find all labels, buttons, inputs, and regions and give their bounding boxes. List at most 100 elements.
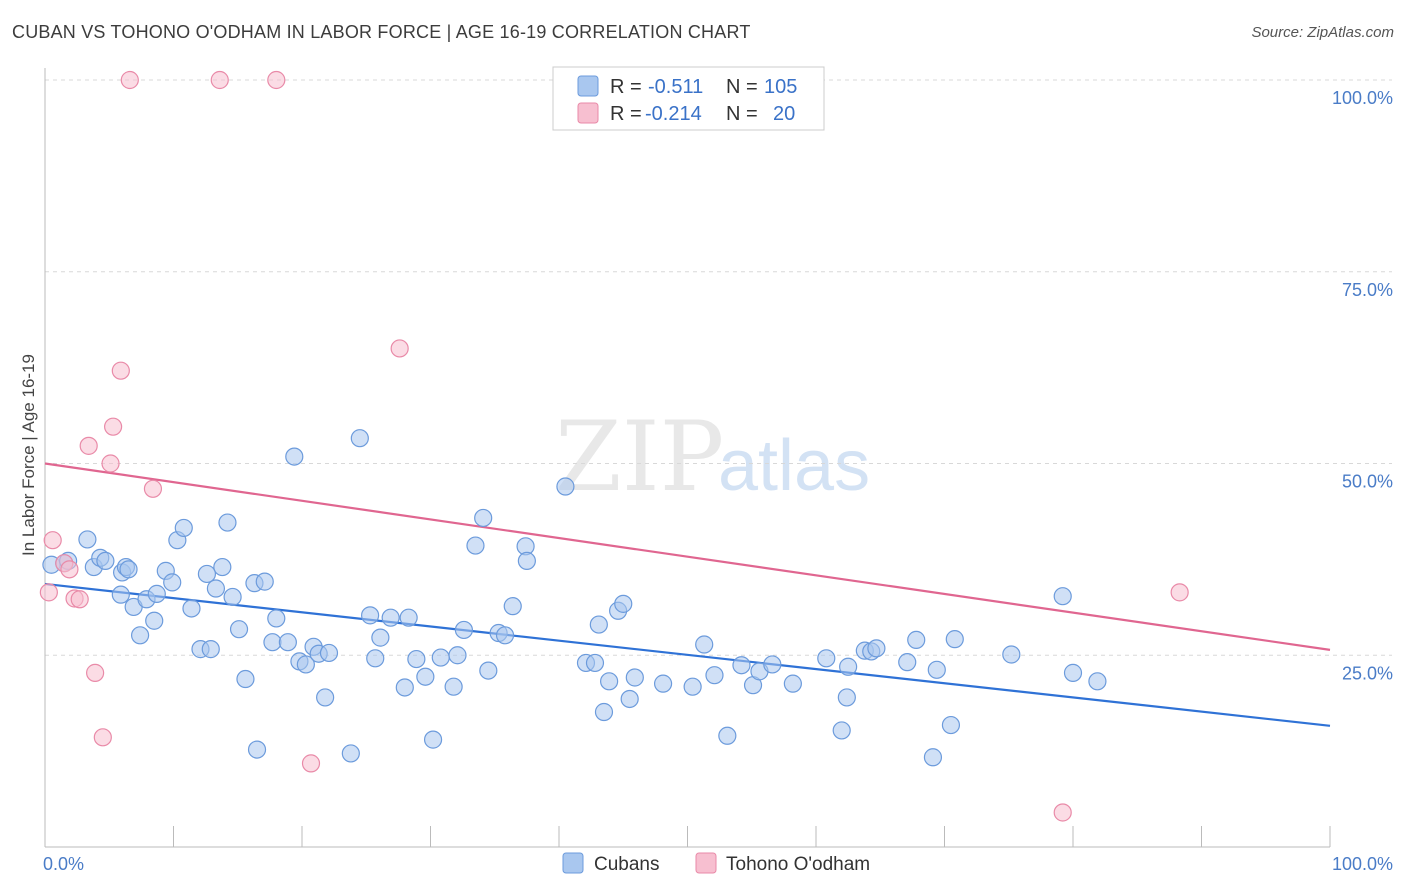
y-tick-label-2: 75.0% bbox=[1342, 280, 1393, 300]
cuban-point-44 bbox=[350, 429, 369, 448]
cuban-point-74 bbox=[620, 689, 639, 709]
cuban-trend-line bbox=[44, 582, 1331, 727]
cuban-point-41 bbox=[316, 688, 335, 707]
legend-swatch-tohono bbox=[577, 102, 599, 124]
series-legend-swatch-tohono bbox=[695, 852, 717, 874]
cuban-point-23 bbox=[201, 640, 220, 659]
cuban-point-53 bbox=[423, 730, 443, 749]
cuban-point-42 bbox=[319, 643, 339, 663]
cuban-point-97 bbox=[941, 715, 961, 735]
cuban-point-101 bbox=[1063, 663, 1083, 682]
legend-swatch-cubans bbox=[577, 75, 599, 97]
gridlines bbox=[45, 79, 1392, 656]
watermark-atlas: atlas bbox=[718, 426, 870, 506]
tohono-point-9 bbox=[101, 454, 120, 473]
cuban-point-43 bbox=[341, 744, 360, 763]
cuban-point-32 bbox=[255, 572, 274, 591]
legend-n-label-2: N = bbox=[726, 103, 758, 125]
tohono-point-5 bbox=[70, 590, 89, 609]
legend-r-label-1: R = bbox=[610, 76, 642, 98]
cuban-point-54 bbox=[431, 648, 450, 667]
cuban-point-86 bbox=[817, 649, 836, 668]
tohono-point-8 bbox=[93, 728, 112, 747]
cuban-point-58 bbox=[466, 536, 485, 555]
cuban-point-38 bbox=[296, 655, 315, 674]
cuban-point-102 bbox=[1088, 672, 1107, 691]
tohono-point-3 bbox=[60, 560, 79, 579]
cuban-point-99 bbox=[1002, 645, 1021, 664]
cuban-point-88 bbox=[837, 688, 856, 707]
cuban-point-33 bbox=[263, 633, 282, 652]
cuban-point-31 bbox=[247, 740, 267, 759]
tohono-point-14 bbox=[210, 70, 229, 90]
y-tick-label-0: 25.0% bbox=[1342, 663, 1393, 683]
x-tick-label-1: 100.0% bbox=[1332, 854, 1393, 874]
cuban-point-17 bbox=[163, 573, 182, 592]
tohono-point-1 bbox=[39, 583, 58, 602]
cuban-point-52 bbox=[416, 667, 435, 686]
cuban-point-57 bbox=[454, 620, 474, 640]
cuban-point-51 bbox=[407, 649, 426, 669]
cuban-point-60 bbox=[479, 661, 498, 680]
cuban-point-26 bbox=[218, 513, 237, 532]
tohono-point-15 bbox=[267, 70, 286, 90]
cuban-point-36 bbox=[285, 447, 304, 466]
tohono-point-19 bbox=[1170, 583, 1189, 602]
tohono-point-11 bbox=[111, 361, 130, 380]
tohono-point-6 bbox=[79, 436, 98, 455]
cuban-point-89 bbox=[839, 657, 858, 676]
stats-legend: R = -0.511 N = 105 R = -0.214 N = 20 bbox=[552, 66, 825, 131]
series-legend: Cubans Tohono O'odham bbox=[562, 852, 870, 875]
cuban-point-85 bbox=[783, 674, 802, 693]
cuban-point-46 bbox=[366, 649, 385, 668]
x-tick-label-0: 0.0% bbox=[43, 854, 84, 874]
cuban-point-77 bbox=[683, 677, 702, 696]
y-tick-labels: 25.0% 50.0% 75.0% 100.0% bbox=[1332, 88, 1393, 683]
cuban-point-3 bbox=[78, 530, 97, 549]
cuban-point-35 bbox=[278, 633, 297, 652]
cuban-point-14 bbox=[145, 611, 164, 630]
cuban-point-19 bbox=[174, 518, 193, 538]
cuban-point-29 bbox=[236, 669, 255, 689]
cuban-point-25 bbox=[213, 557, 232, 577]
cuban-point-80 bbox=[718, 726, 737, 745]
cuban-point-55 bbox=[444, 677, 463, 696]
legend-r-value-1: -0.511 bbox=[648, 76, 703, 98]
cuban-point-87 bbox=[832, 721, 851, 740]
y-tick-label-1: 50.0% bbox=[1342, 472, 1393, 492]
cuban-point-93 bbox=[898, 653, 917, 672]
cuban-point-76 bbox=[653, 674, 673, 693]
cuban-point-81 bbox=[732, 656, 751, 675]
cuban-point-24 bbox=[206, 579, 226, 598]
cuban-point-15 bbox=[147, 584, 166, 603]
cuban-point-56 bbox=[448, 646, 467, 665]
tohono-trend-line bbox=[44, 462, 1331, 651]
cuban-point-94 bbox=[907, 630, 926, 650]
cuban-point-84 bbox=[763, 655, 782, 674]
tohono-point-17 bbox=[390, 339, 409, 358]
cuban-point-49 bbox=[399, 608, 418, 627]
y-tick-label-3: 100.0% bbox=[1332, 88, 1393, 108]
cuban-point-70 bbox=[594, 702, 614, 722]
cuban-point-6 bbox=[96, 551, 115, 571]
cuban-point-71 bbox=[600, 672, 619, 691]
cuban-point-66 bbox=[556, 477, 575, 496]
chart-title: CUBAN VS TOHONO O'ODHAM IN LABOR FORCE |… bbox=[12, 22, 751, 42]
cuban-point-47 bbox=[371, 628, 390, 647]
cuban-point-95 bbox=[923, 748, 943, 767]
cuban-point-20 bbox=[182, 599, 201, 618]
series-legend-label-cubans: Cubans bbox=[594, 854, 660, 875]
cuban-point-9 bbox=[119, 560, 138, 579]
cuban-point-63 bbox=[503, 597, 522, 616]
cuban-point-98 bbox=[945, 630, 964, 649]
data-points bbox=[39, 70, 1189, 822]
axes bbox=[44, 68, 1331, 848]
legend-n-value-1: 105 bbox=[764, 76, 797, 98]
cuban-point-75 bbox=[625, 668, 644, 687]
cuban-point-34 bbox=[267, 609, 286, 628]
legend-r-label-2: R = bbox=[610, 103, 642, 125]
cuban-point-50 bbox=[395, 678, 414, 697]
cuban-point-59 bbox=[474, 508, 493, 528]
series-legend-label-tohono: Tohono O'odham bbox=[726, 854, 870, 875]
cuban-point-100 bbox=[1053, 587, 1072, 606]
